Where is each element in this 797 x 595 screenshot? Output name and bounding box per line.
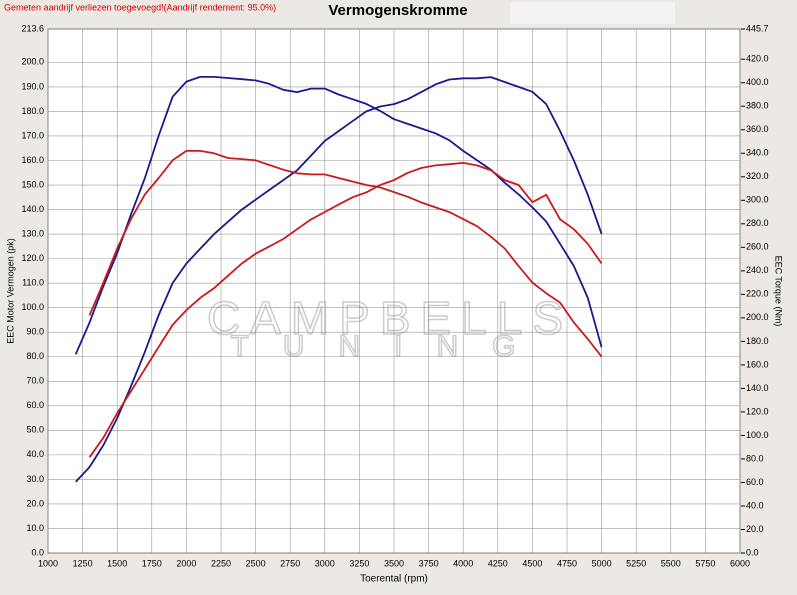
y2-tick-label: 380.0 bbox=[746, 101, 769, 111]
y2-tick-label: 300.0 bbox=[746, 195, 769, 205]
y2-tick-label: 260.0 bbox=[746, 242, 769, 252]
y2-tick-label: 220.0 bbox=[746, 289, 769, 299]
y2-tick-label: 280.0 bbox=[746, 218, 769, 228]
x-tick-label: 5000 bbox=[592, 558, 612, 568]
y2-tick-label: 80.0 bbox=[746, 453, 764, 463]
y-tick-label: 190.0 bbox=[21, 81, 44, 91]
y-axis-label: EEC Motor Vermogen (pk) bbox=[5, 238, 15, 344]
x-tick-label: 1000 bbox=[38, 558, 58, 568]
y2-tick-label: 0.0 bbox=[746, 547, 759, 557]
x-tick-label: 3250 bbox=[349, 558, 369, 568]
y2-tick-label: 420.0 bbox=[746, 54, 769, 64]
y2-tick-label: 180.0 bbox=[746, 336, 769, 346]
y-tick-label: 130.0 bbox=[21, 228, 44, 238]
x-tick-label: 4000 bbox=[453, 558, 473, 568]
y2-tick-label: 445.7 bbox=[746, 23, 769, 33]
x-tick-label: 2250 bbox=[211, 558, 231, 568]
x-tick-label: 4500 bbox=[522, 558, 542, 568]
y-tick-label: 30.0 bbox=[26, 474, 44, 484]
x-tick-label: 2000 bbox=[176, 558, 196, 568]
series-line bbox=[88, 162, 603, 458]
y2-tick-label: 100.0 bbox=[746, 430, 769, 440]
y-tick-label: 70.0 bbox=[26, 376, 44, 386]
y2-tick-label: 140.0 bbox=[746, 383, 769, 393]
y-tick-label: 180.0 bbox=[21, 106, 44, 116]
y2-tick-label: 40.0 bbox=[746, 500, 764, 510]
watermark: CAMPBELLS bbox=[207, 292, 573, 344]
y2-tick-label: 20.0 bbox=[746, 524, 764, 534]
x-tick-label: 3500 bbox=[384, 558, 404, 568]
x-tick-label: 5250 bbox=[626, 558, 646, 568]
y-tick-label: 60.0 bbox=[26, 400, 44, 410]
x-tick-label: 1500 bbox=[107, 558, 127, 568]
series-line bbox=[75, 76, 603, 483]
x-tick-label: 4750 bbox=[557, 558, 577, 568]
y2-axis-label: EEC Torque (Nm) bbox=[774, 256, 784, 327]
x-tick-label: 2750 bbox=[280, 558, 300, 568]
series-line bbox=[88, 150, 603, 358]
y2-tick-label: 200.0 bbox=[746, 312, 769, 322]
header-box bbox=[510, 2, 675, 24]
series-line bbox=[74, 76, 603, 355]
x-tick-label: 5500 bbox=[661, 558, 681, 568]
x-tick-label: 3000 bbox=[315, 558, 335, 568]
x-tick-label: 5750 bbox=[695, 558, 715, 568]
x-tick-label: 6000 bbox=[730, 558, 750, 568]
y-tick-label: 100.0 bbox=[21, 302, 44, 312]
y-tick-label: 160.0 bbox=[21, 155, 44, 165]
y-tick-label: 170.0 bbox=[21, 130, 44, 140]
y-tick-label: 40.0 bbox=[26, 449, 44, 459]
watermark: TUNING bbox=[231, 330, 550, 363]
y-tick-label: 200.0 bbox=[21, 57, 44, 67]
note: Gemeten aandrijf verliezen toegevoegd!(A… bbox=[4, 2, 276, 12]
chart-title: Vermogenskromme bbox=[328, 2, 467, 19]
y-tick-label: 213.6 bbox=[21, 23, 44, 33]
y2-tick-label: 120.0 bbox=[746, 406, 769, 416]
x-tick-label: 4250 bbox=[488, 558, 508, 568]
y-tick-label: 110.0 bbox=[22, 278, 44, 288]
y-tick-label: 50.0 bbox=[26, 425, 44, 435]
y2-tick-label: 400.0 bbox=[746, 77, 769, 87]
y2-tick-label: 340.0 bbox=[746, 148, 769, 158]
y-tick-label: 140.0 bbox=[21, 204, 44, 214]
y2-tick-label: 320.0 bbox=[746, 171, 769, 181]
y-tick-label: 80.0 bbox=[26, 351, 44, 361]
y-tick-label: 150.0 bbox=[21, 179, 44, 189]
x-axis-label: Toerental (rpm) bbox=[360, 574, 428, 585]
y-tick-label: 90.0 bbox=[26, 327, 44, 337]
y-tick-label: 20.0 bbox=[26, 498, 44, 508]
x-tick-label: 1750 bbox=[142, 558, 162, 568]
x-tick-label: 1250 bbox=[73, 558, 93, 568]
y2-tick-label: 160.0 bbox=[746, 359, 769, 369]
y-tick-label: 10.0 bbox=[26, 523, 44, 533]
x-tick-label: 3750 bbox=[419, 558, 439, 568]
y-tick-label: 0.0 bbox=[31, 547, 44, 557]
y2-tick-label: 360.0 bbox=[746, 124, 769, 134]
x-tick-label: 2500 bbox=[246, 558, 266, 568]
y2-tick-label: 60.0 bbox=[746, 477, 764, 487]
y-tick-label: 120.0 bbox=[21, 253, 44, 263]
y2-tick-label: 240.0 bbox=[746, 265, 769, 275]
